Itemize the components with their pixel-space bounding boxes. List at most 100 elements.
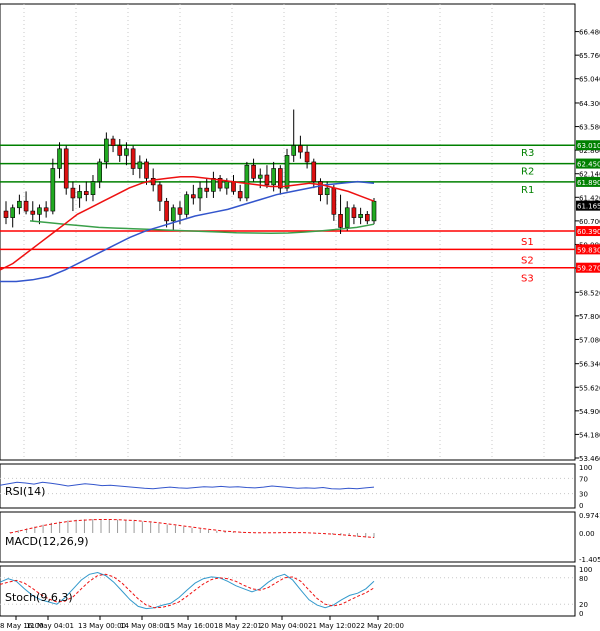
current-price-tag <box>576 200 600 211</box>
candle-body <box>144 161 149 179</box>
candle-body <box>358 214 363 218</box>
level-value-r2: 62.450 <box>577 161 600 169</box>
candle <box>50 158 56 215</box>
x-tick-label: 8 May 16:00 <box>0 622 44 630</box>
candle-body <box>264 174 270 186</box>
rsi-tick-label: 70 <box>579 475 588 483</box>
candle <box>130 145 136 176</box>
candle <box>157 181 163 212</box>
level-tag-s3 <box>576 262 600 273</box>
price-tick-label: 62.140 <box>579 171 600 179</box>
candle <box>278 165 283 195</box>
candle-body <box>83 191 89 195</box>
candle-body <box>271 168 276 186</box>
candle <box>30 201 36 221</box>
candle <box>164 197 169 228</box>
rsi-tick-label: 30 <box>579 491 588 499</box>
candle-body <box>278 168 283 189</box>
candle-body <box>90 181 96 195</box>
candle <box>371 197 377 225</box>
candle <box>217 175 223 192</box>
candle <box>358 207 363 225</box>
price-tick-label: 58.520 <box>579 289 600 297</box>
candle <box>251 158 256 182</box>
candle-body <box>23 200 29 212</box>
stoch-tick-label: 0 <box>579 610 583 618</box>
candle-body <box>217 178 223 189</box>
candle <box>284 148 290 192</box>
candle-body <box>344 207 350 228</box>
level-tag-r2 <box>576 158 600 169</box>
candle-body <box>70 187 76 199</box>
rsi-frame <box>0 463 576 509</box>
candle <box>43 201 49 218</box>
level-value-r1: 61.890 <box>577 179 600 187</box>
candle <box>211 171 216 198</box>
candle <box>97 158 102 189</box>
candle <box>291 109 297 162</box>
x-tick-label: 22 May 20:00 <box>356 622 404 630</box>
price-tick-label: 66.480 <box>579 29 600 37</box>
candle <box>83 181 89 202</box>
candle <box>304 145 310 169</box>
level-tag-r1 <box>576 176 600 187</box>
macd-tick-label: 0.00 <box>579 530 595 538</box>
x-tick-label: 20 May 04:00 <box>260 622 308 630</box>
rsi-title: RSI(14) <box>5 485 45 498</box>
rsi-tick-label: 0 <box>579 502 583 510</box>
candle-body <box>204 187 210 192</box>
candle-body <box>124 148 129 156</box>
candle-body <box>117 145 123 156</box>
candle-body <box>311 161 317 182</box>
stoch-tick-label: 80 <box>579 575 588 583</box>
candle <box>204 178 210 198</box>
candle-body <box>237 191 243 199</box>
stoch-title: Stoch(9,6,3) <box>5 591 73 604</box>
price-tick-label: 57.800 <box>579 313 600 321</box>
candle <box>351 204 357 225</box>
macd-panel: 0.9741 0.00 -1.4051 MACD(12,26,9) <box>0 511 600 564</box>
stoch-frame <box>0 565 576 617</box>
candle-body <box>104 138 109 163</box>
candle-body <box>37 207 42 215</box>
level-tag-s1 <box>576 226 600 237</box>
x-tick-label: 15 May 16:00 <box>166 622 214 630</box>
candle-body <box>63 148 69 189</box>
candle-body <box>177 207 183 215</box>
rsi-tick-label: 100 <box>579 464 592 472</box>
candle-body <box>130 148 136 169</box>
candle-body <box>304 151 310 163</box>
candle-body <box>197 187 203 199</box>
level-tag-r3 <box>576 140 600 151</box>
candle <box>365 211 370 225</box>
price-tick-label: 53.460 <box>579 455 600 463</box>
level-tag-s2 <box>576 244 600 255</box>
stoch-d-line <box>0 573 375 609</box>
x-tick-label: 14 May 08:00 <box>120 622 168 630</box>
candle-body <box>338 214 343 228</box>
candle-body <box>57 148 62 169</box>
price-frame <box>0 3 576 461</box>
x-tick-label: 18 May 22:01 <box>214 622 262 630</box>
macd-signal-line <box>9 519 375 538</box>
price-tick-label: 61.420 <box>579 194 600 202</box>
candle <box>298 135 303 159</box>
price-tick-label: 65.760 <box>579 52 600 60</box>
level-name-r2: R2 <box>521 167 534 178</box>
candle-body <box>30 210 36 215</box>
price-tick-label: 65.040 <box>579 76 600 84</box>
candle <box>264 165 270 189</box>
macd-tick-label: 0.9741 <box>579 512 600 520</box>
price-tick-label: 62.860 <box>579 147 600 155</box>
price-tick-label: 56.340 <box>579 361 600 369</box>
ma-mid-blue-line <box>0 180 375 283</box>
x-tick-label: 13 May 00:00 <box>78 622 126 630</box>
candle-body <box>371 200 377 222</box>
rsi-line <box>0 481 375 490</box>
candle <box>117 139 123 162</box>
candle <box>77 184 82 208</box>
macd-frame <box>0 511 576 563</box>
x-tick-label: 21 May 12:00 <box>308 622 356 630</box>
candle <box>237 184 243 202</box>
candle-body <box>257 174 263 179</box>
